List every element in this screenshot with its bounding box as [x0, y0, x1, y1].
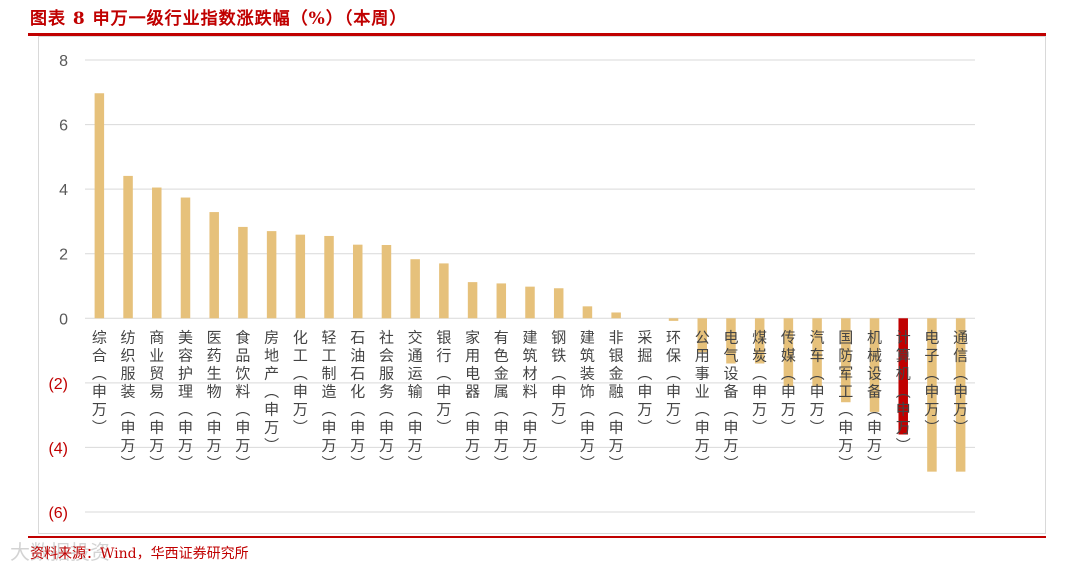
grid-layer	[85, 59, 975, 513]
category-label: 纺织服装︵申万︶	[121, 328, 136, 472]
category-label: 非银金融︵申万︶	[609, 328, 624, 472]
category-label: 传媒︵申万︶	[781, 328, 796, 436]
bar	[439, 263, 449, 319]
bar	[238, 226, 248, 319]
bar	[496, 283, 507, 319]
category-label: 国防军工︵申万︶	[838, 328, 853, 472]
y-tick-label: (2)	[48, 376, 68, 393]
category-label: 社会服务︵申万︶	[379, 328, 394, 472]
bar	[697, 318, 708, 353]
bar	[94, 93, 105, 319]
bar	[726, 318, 736, 364]
y-tick-label: 6	[59, 118, 68, 135]
y-axis-ticks: 8 6 4 2 0 (2) (4) (6)	[48, 53, 68, 522]
bar	[553, 288, 564, 319]
bar	[898, 318, 908, 435]
category-label: 石油石化︵申万︶	[350, 328, 365, 472]
category-label: 环保︵申万︶	[666, 328, 681, 436]
bottom-rule	[28, 536, 1046, 538]
bar	[209, 212, 219, 319]
category-label: 通信︵申万︶	[953, 328, 968, 436]
category-label: 电子︵申万︶	[924, 328, 939, 436]
bar	[295, 234, 306, 319]
category-label: 医药生物︵申万︶	[207, 328, 222, 472]
bar	[812, 318, 822, 387]
category-label: 银行︵申万︶	[436, 328, 451, 436]
source-note: 资料来源：Wind，华西证券研究所	[30, 546, 249, 562]
category-label: 电气设备︵申万︶	[723, 328, 738, 472]
bar	[927, 318, 937, 472]
category-label: 公用事业︵申万︶	[695, 328, 710, 472]
bar	[611, 312, 621, 319]
category-label: 建筑材料︵申万︶	[522, 328, 537, 472]
y-tick-label: (6)	[48, 505, 68, 522]
bar	[869, 318, 880, 412]
y-tick-label: 0	[59, 311, 68, 328]
bar	[381, 244, 392, 319]
category-label: 交通运输︵申万︶	[408, 328, 423, 472]
plot-frame	[38, 36, 1046, 534]
category-label: 家用电器︵申万︶	[465, 328, 480, 472]
category-label: 轻工制造︵申万︶	[322, 328, 337, 472]
bar	[582, 306, 593, 319]
category-label: 钢铁︵申万︶	[551, 328, 566, 436]
category-label: 有色金属︵申万︶	[494, 328, 509, 472]
bar	[152, 187, 162, 319]
bar	[525, 286, 535, 319]
bar	[783, 318, 794, 387]
category-label: 化工︵申万︶	[293, 328, 308, 436]
category-label: 机械设备︵申万︶	[867, 328, 882, 472]
category-label: 计算机︵申万︶	[896, 328, 911, 454]
bar	[410, 259, 420, 319]
bar	[754, 318, 765, 364]
category-label: 汽车︵申万︶	[810, 328, 825, 436]
category-label: 食品饮料︵申万︶	[235, 328, 250, 472]
bar	[266, 231, 277, 319]
bar	[123, 175, 133, 319]
category-label: 商业贸易︵申万︶	[149, 328, 164, 472]
bar	[180, 197, 191, 319]
category-label: 煤炭︵申万︶	[752, 328, 767, 436]
figure-title: 图表 8 申万一级行业指数涨跌幅（%）（本周）	[30, 9, 408, 29]
bar	[352, 244, 363, 319]
category-label: 建筑装饰︵申万︶	[580, 328, 595, 472]
bar	[324, 235, 334, 319]
watermark: 大数据投资	[10, 540, 110, 564]
category-label: 房地产︵申万︶	[264, 328, 279, 454]
bar	[668, 318, 679, 321]
category-label: 综合︵申万︶	[92, 328, 107, 436]
top-rule	[28, 33, 1046, 36]
y-tick-label: 2	[59, 247, 68, 264]
category-label: 采掘︵申万︶	[637, 328, 652, 436]
y-tick-label: (4)	[48, 440, 68, 457]
bar	[467, 282, 478, 319]
bars	[94, 93, 966, 472]
category-label: 美容护理︵申万︶	[178, 328, 193, 472]
y-tick-label: 4	[59, 182, 68, 199]
category-labels: 综合︵申万︶ 纺织服装︵申万︶ 商业贸易︵申万︶ 美容护理︵申万︶ 医药生物︵申万︶ 食品…	[92, 328, 968, 472]
bar	[841, 318, 851, 403]
bar	[955, 318, 966, 472]
y-tick-label: 8	[59, 53, 68, 70]
